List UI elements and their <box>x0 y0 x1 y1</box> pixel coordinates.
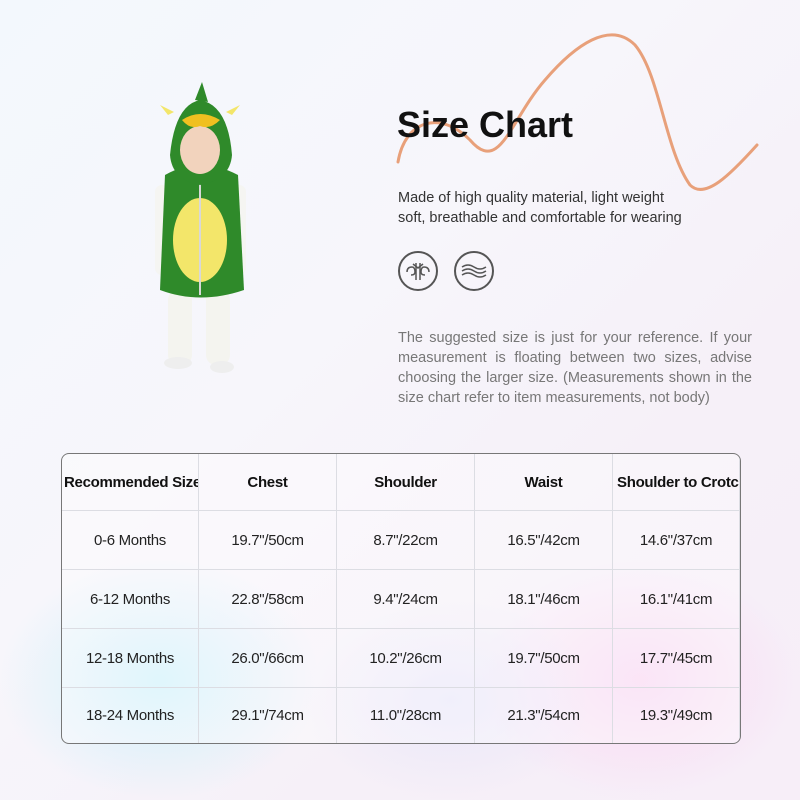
description-line: soft, breathable and comfortable for wea… <box>398 210 682 226</box>
feature-icons <box>398 251 494 291</box>
table-header: Recommended Size <box>62 454 199 511</box>
size-note: The suggested size is just for your refe… <box>398 330 752 406</box>
table-cell: 16.5"/42cm <box>475 511 613 570</box>
table-cell: 21.3"/54cm <box>475 688 613 743</box>
table-cell: 19.3"/49cm <box>613 688 740 743</box>
breathable-fabric-icon <box>398 251 438 291</box>
product-description: Made of high quality material, light wei… <box>398 188 682 228</box>
table-cell-size: 12-18 Months <box>62 629 199 688</box>
soft-wave-icon <box>454 251 494 291</box>
page-title: Size Chart <box>397 104 574 145</box>
decorative-curve <box>396 33 759 191</box>
product-photo-dinosaur-costume <box>155 82 246 373</box>
background-glow <box>0 560 320 800</box>
description-line: Made of high quality material, light wei… <box>398 190 664 206</box>
table-header: Waist <box>475 454 613 511</box>
background-glow <box>300 600 600 800</box>
table-cell: 10.2"/26cm <box>337 629 475 688</box>
table-cell-size: 0-6 Months <box>62 511 199 570</box>
table-cell: 19.7"/50cm <box>199 511 337 570</box>
table-cell: 8.7"/22cm <box>337 511 475 570</box>
table-cell-size: 6-12 Months <box>62 570 199 629</box>
table-cell: 19.7"/50cm <box>475 629 613 688</box>
table-cell: 17.7"/45cm <box>613 629 740 688</box>
table-cell: 9.4"/24cm <box>337 570 475 629</box>
size-table: Recommended Size Chest Shoulder Waist Sh… <box>61 453 741 744</box>
table-header: Shoulder <box>337 454 475 511</box>
table-cell: 26.0"/66cm <box>199 629 337 688</box>
table-cell: 22.8"/58cm <box>199 570 337 629</box>
table-cell: 16.1"/41cm <box>613 570 740 629</box>
table-cell: 18.1"/46cm <box>475 570 613 629</box>
table-cell: 14.6"/37cm <box>613 511 740 570</box>
table-cell-size: 18-24 Months <box>62 688 199 743</box>
table-header: Shoulder to Crotch <box>613 454 740 511</box>
table-header: Chest <box>199 454 337 511</box>
table-cell: 29.1"/74cm <box>199 688 337 743</box>
table-cell: 11.0"/28cm <box>337 688 475 743</box>
